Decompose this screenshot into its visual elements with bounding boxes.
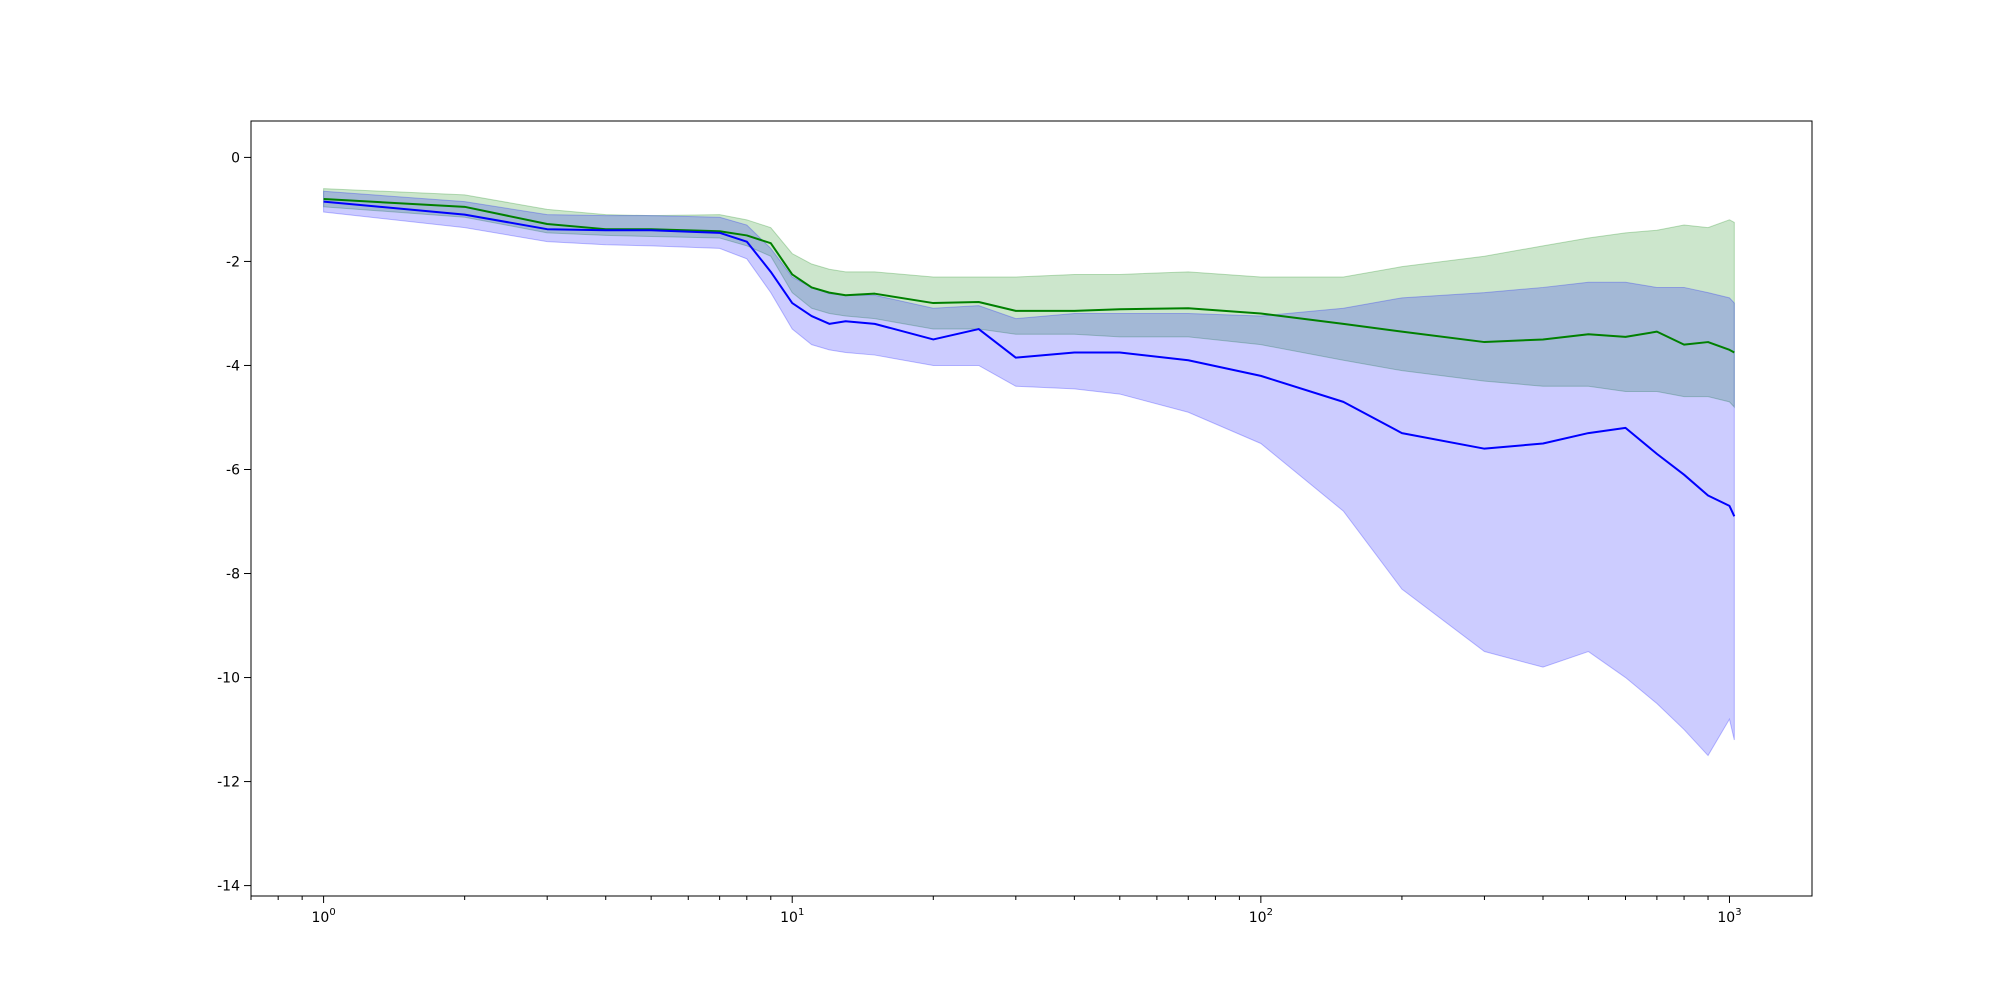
y-tick-label: 0 (231, 150, 240, 166)
x-axis: 100 101 102 103 (250, 896, 1742, 926)
y-tick-label: -6 (226, 462, 240, 478)
y-tick-label: -2 (226, 254, 240, 270)
series-1-band (323, 188, 1735, 409)
y-tick-label: -10 (217, 671, 240, 687)
y-tick-label: -8 (226, 567, 240, 583)
plot-area (323, 188, 1736, 757)
series-2-line (323, 200, 1736, 517)
x-tick-label: 103 (1717, 907, 1741, 926)
y-tick-label: -4 (226, 358, 240, 374)
series-1-line (323, 198, 1735, 354)
x-tick-label: 100 (311, 907, 335, 926)
axes-frame (250, 120, 1813, 897)
y-axis: 0 -2 -4 -6 -8 -10 -12 -14 (217, 150, 251, 895)
y-tick-label: -12 (217, 775, 240, 791)
y-tick-label: -14 (217, 879, 240, 895)
x-tick-label: 102 (1249, 907, 1273, 926)
x-tick-label: 101 (780, 907, 804, 926)
